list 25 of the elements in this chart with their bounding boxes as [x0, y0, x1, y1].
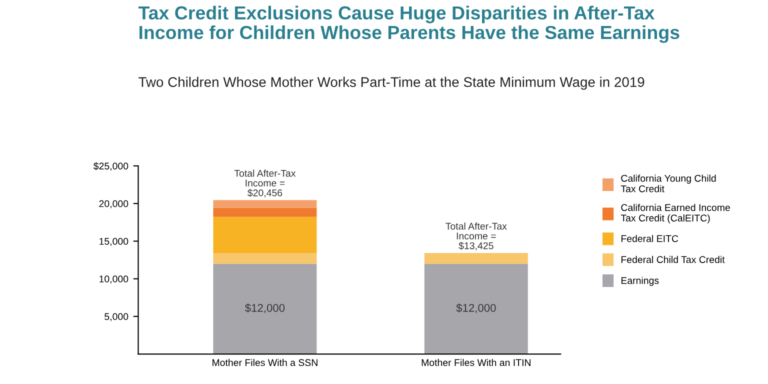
- data-label: $12,000: [245, 304, 285, 314]
- total-label: Total After-Tax Income = $20,456: [234, 170, 296, 198]
- bar: [213, 264, 317, 354]
- legend-label: Federal EITC: [621, 234, 678, 242]
- y-tick-label: 10,000: [100, 276, 128, 284]
- y-tick-label: 5,000: [104, 313, 128, 322]
- bar: [424, 264, 528, 354]
- bar: [213, 208, 317, 217]
- y-tick-label: $25,000: [93, 162, 128, 171]
- x-tick-label: Mother Files With an ITIN: [422, 358, 530, 366]
- bar: [213, 216, 317, 254]
- legend-label: California Earned Income Tax Credit (CalEITC): [620, 204, 730, 224]
- legend-label: Earnings: [621, 276, 659, 286]
- bar: [424, 253, 528, 264]
- chart-subtitle: Two Children Whose Mother Works Part-Time at the State Minimum Wage in 2019: [138, 76, 644, 90]
- chart-title: Tax Credit Exclusions Cause Huge Disparities in After-Tax Income for Children Whose Parents Have the Same Earnings: [138, 6, 680, 43]
- y-tick-label: 15,000: [100, 238, 128, 246]
- bar: [213, 200, 317, 208]
- total-label: Total After-Tax Income = $13,425: [446, 222, 507, 250]
- data-label: $12,000: [456, 304, 496, 314]
- legend-label: Federal Child Tax Credit: [621, 256, 725, 264]
- bar: [213, 253, 317, 264]
- legend-label: California Young Child Tax Credit: [620, 174, 716, 192]
- y-tick-label: 20,000: [99, 200, 128, 208]
- x-tick-label: Mother Files With a SSN: [212, 358, 318, 366]
